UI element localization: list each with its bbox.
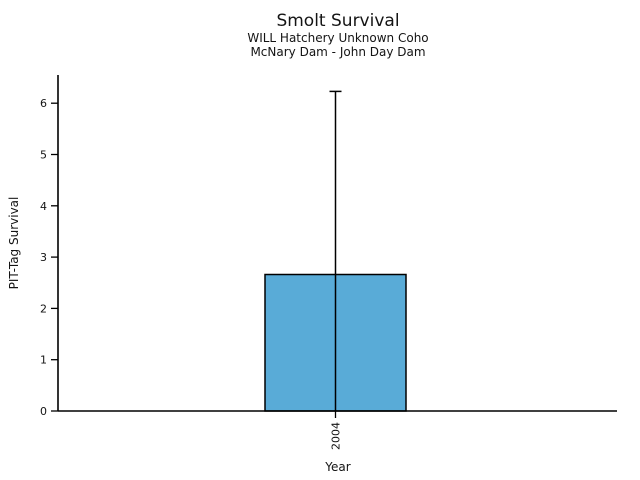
chart-subtitle-line1: WILL Hatchery Unknown Coho	[247, 31, 429, 45]
chart-subtitle-line2: McNary Dam - John Day Dam	[250, 45, 426, 59]
y-tick-label: 5	[40, 149, 47, 162]
chart-title: Smolt Survival	[276, 11, 400, 31]
y-tick-label: 3	[40, 251, 47, 264]
y-tick-label: 6	[40, 97, 47, 110]
x-tick-label: 2004	[330, 422, 343, 450]
y-tick-label: 4	[40, 200, 47, 213]
y-tick-label: 2	[40, 302, 47, 315]
y-tick-label: 0	[40, 405, 47, 418]
y-tick-label: 1	[40, 354, 47, 367]
x-axis-label: Year	[325, 460, 351, 474]
